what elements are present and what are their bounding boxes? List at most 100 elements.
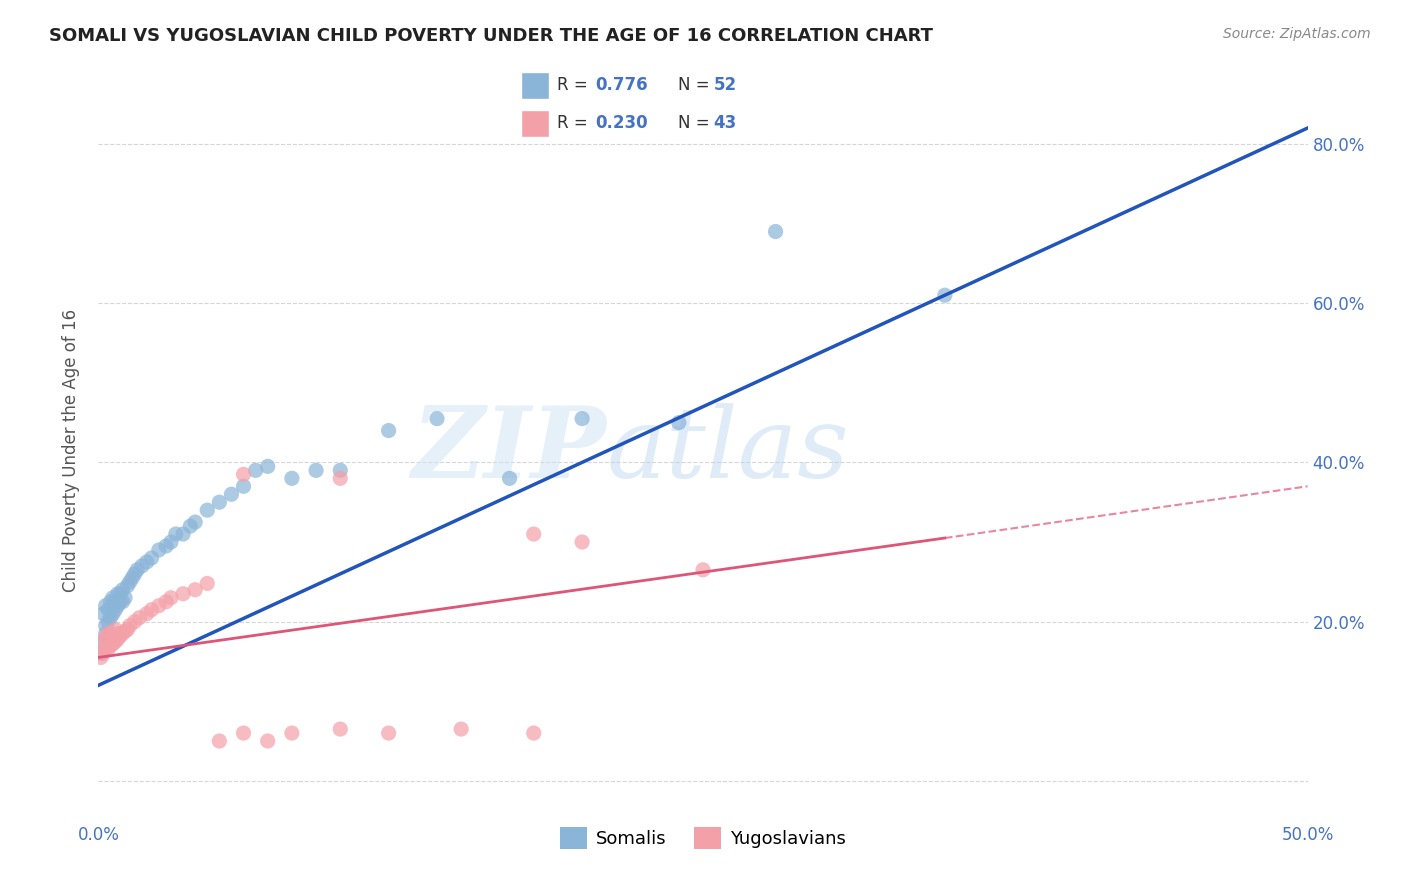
Point <box>256 459 278 474</box>
Point <box>100 610 122 624</box>
Point <box>256 734 278 748</box>
Text: Source: ZipAtlas.com: Source: ZipAtlas.com <box>1223 27 1371 41</box>
Point <box>450 722 472 736</box>
Point <box>172 587 194 601</box>
Point <box>91 634 114 648</box>
Point <box>155 595 177 609</box>
Point <box>94 618 117 632</box>
Point <box>426 411 449 425</box>
Point <box>107 632 129 647</box>
Point <box>135 555 157 569</box>
Point <box>934 288 956 302</box>
Text: 43: 43 <box>713 114 737 132</box>
Point <box>90 650 112 665</box>
Point <box>94 631 117 645</box>
Point <box>148 543 170 558</box>
Point <box>148 599 170 613</box>
Point <box>305 463 328 477</box>
Point <box>104 602 127 616</box>
Point <box>141 550 163 565</box>
Point <box>111 582 134 597</box>
Point <box>329 471 352 485</box>
Point <box>111 626 134 640</box>
Point <box>141 602 163 616</box>
Point <box>131 558 153 573</box>
Point <box>114 624 136 639</box>
Point <box>101 637 124 651</box>
Text: 0.776: 0.776 <box>596 77 648 95</box>
Point <box>571 535 593 549</box>
Point <box>195 503 218 517</box>
Point <box>160 535 183 549</box>
Point <box>118 574 141 589</box>
FancyBboxPatch shape <box>522 71 548 99</box>
Text: N =: N = <box>678 114 714 132</box>
Point <box>107 599 129 613</box>
Point <box>104 595 127 609</box>
Point <box>114 591 136 605</box>
Text: R =: R = <box>557 77 593 95</box>
Point <box>232 726 254 740</box>
Text: ZIP: ZIP <box>412 402 606 499</box>
Point <box>124 566 146 581</box>
Point <box>692 563 714 577</box>
Point <box>90 647 112 661</box>
Point <box>94 599 117 613</box>
Text: N =: N = <box>678 77 714 95</box>
Point <box>108 587 131 601</box>
Point <box>91 647 114 661</box>
Point <box>111 595 134 609</box>
Point <box>232 479 254 493</box>
Point <box>160 591 183 605</box>
Point <box>377 726 399 740</box>
Point <box>172 527 194 541</box>
Point <box>108 629 131 643</box>
Point <box>127 563 149 577</box>
Point <box>184 582 207 597</box>
Point <box>94 626 117 640</box>
Text: R =: R = <box>557 114 593 132</box>
Point <box>124 615 146 629</box>
Point <box>104 623 127 637</box>
Point <box>571 411 593 425</box>
Point <box>101 631 124 645</box>
Point <box>281 471 304 485</box>
Point <box>91 634 114 648</box>
Point <box>208 495 231 509</box>
Point <box>523 527 546 541</box>
Point <box>100 595 122 609</box>
Point <box>128 610 150 624</box>
FancyBboxPatch shape <box>522 110 548 137</box>
Point <box>221 487 243 501</box>
Text: SOMALI VS YUGOSLAVIAN CHILD POVERTY UNDER THE AGE OF 16 CORRELATION CHART: SOMALI VS YUGOSLAVIAN CHILD POVERTY UNDE… <box>49 27 934 45</box>
Point <box>668 416 690 430</box>
Point <box>498 471 520 485</box>
Point <box>108 595 131 609</box>
Point <box>117 579 139 593</box>
Point <box>97 626 120 640</box>
Point <box>329 463 352 477</box>
Point <box>184 515 207 529</box>
Point <box>117 623 139 637</box>
Point <box>245 463 267 477</box>
Point <box>100 639 122 653</box>
Point <box>121 571 143 585</box>
Point <box>765 225 787 239</box>
Y-axis label: Child Poverty Under the Age of 16: Child Poverty Under the Age of 16 <box>62 309 80 592</box>
Point <box>107 587 129 601</box>
Text: 0.230: 0.230 <box>596 114 648 132</box>
Point <box>195 576 218 591</box>
Point <box>94 642 117 657</box>
Point <box>281 726 304 740</box>
Point <box>100 626 122 640</box>
Point <box>208 734 231 748</box>
Text: 52: 52 <box>713 77 737 95</box>
Point <box>97 602 120 616</box>
Point <box>179 519 201 533</box>
Point <box>523 726 546 740</box>
Point <box>97 642 120 657</box>
Point <box>101 607 124 621</box>
Point <box>118 618 141 632</box>
Point <box>97 615 120 629</box>
Point <box>107 626 129 640</box>
